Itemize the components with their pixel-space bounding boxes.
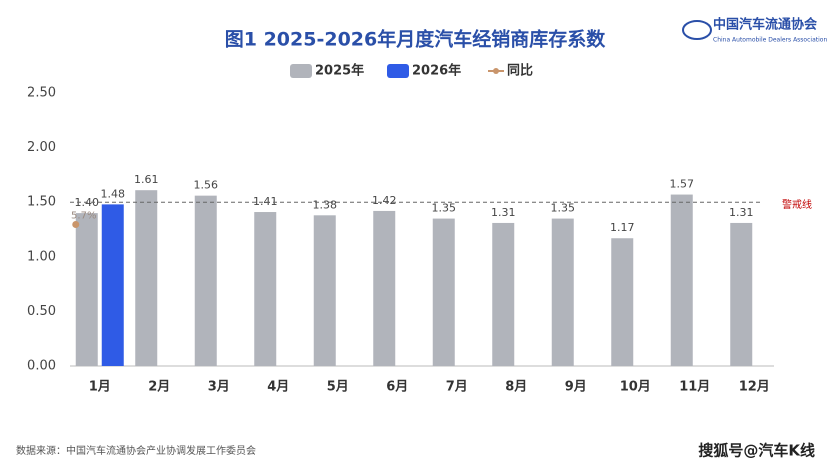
watermark: 搜狐号@汽车K线 (698, 442, 815, 460)
x-tick-label: 5月 (327, 380, 349, 395)
x-tick-label: 11月 (679, 380, 710, 395)
bar (551, 218, 574, 366)
value-label: 1.61 (134, 173, 159, 186)
value-label: 1.57 (670, 178, 695, 191)
x-tick-label: 7月 (446, 380, 468, 395)
source: 数据来源：中国汽车流通协会产业协调发展工作委员会 (16, 444, 256, 457)
bar (135, 190, 158, 366)
y-tick-label: 1.00 (27, 249, 56, 264)
value-label: 5.7% (71, 211, 96, 222)
legend-marker (493, 68, 499, 74)
x-tick-label: 3月 (208, 380, 230, 395)
x-tick-label: 10月 (620, 380, 651, 395)
x-tick-label: 12月 (739, 380, 770, 395)
value-label: 1.35 (551, 202, 576, 215)
x-tick-label: 9月 (565, 380, 587, 395)
y-tick-label: 2.50 (27, 86, 56, 101)
bar (611, 238, 634, 366)
line-point (72, 221, 80, 229)
value-label: 1.35 (432, 202, 457, 215)
chart-title: 图1 2025-2026年月度汽车经销商库存系数 (225, 28, 606, 51)
reference-label: 警戒线 (782, 198, 812, 211)
value-label: 1.42 (372, 194, 397, 207)
legend-swatch (387, 64, 409, 78)
bar (373, 210, 396, 366)
bar (492, 222, 515, 366)
value-label: 1.38 (313, 198, 338, 211)
value-label: 1.31 (729, 206, 754, 219)
x-tick-label: 6月 (386, 380, 408, 395)
logo-subtitle: China Automobile Dealers Association (713, 37, 827, 44)
value-label: 1.17 (610, 221, 635, 234)
x-tick-label: 1月 (89, 380, 111, 395)
x-tick-label: 2月 (148, 380, 170, 395)
x-tick-label: 4月 (267, 380, 289, 395)
bar (194, 195, 217, 366)
legend-swatch (290, 64, 312, 78)
y-tick-label: 2.00 (27, 140, 56, 155)
y-tick-label: 1.50 (27, 195, 56, 210)
legend-label: 2026年 (412, 63, 461, 79)
bar (730, 222, 753, 366)
x-tick-label: 8月 (505, 380, 527, 395)
bar (75, 213, 98, 366)
bar (254, 212, 277, 366)
y-tick-label: 0.50 (27, 304, 56, 319)
y-tick-label: 0.00 (27, 359, 56, 374)
value-label: 1.31 (491, 206, 516, 219)
bar (670, 194, 693, 366)
value-label: 1.41 (253, 195, 278, 208)
legend-label: 2025年 (315, 63, 364, 79)
bar (432, 218, 455, 366)
value-label: 1.48 (101, 187, 126, 200)
logo-icon (682, 20, 712, 40)
value-label: 1.56 (194, 179, 219, 192)
legend-label: 同比 (507, 63, 533, 79)
bar (313, 215, 336, 366)
bar (101, 204, 124, 366)
logo-name: 中国汽车流通协会 (713, 17, 818, 33)
